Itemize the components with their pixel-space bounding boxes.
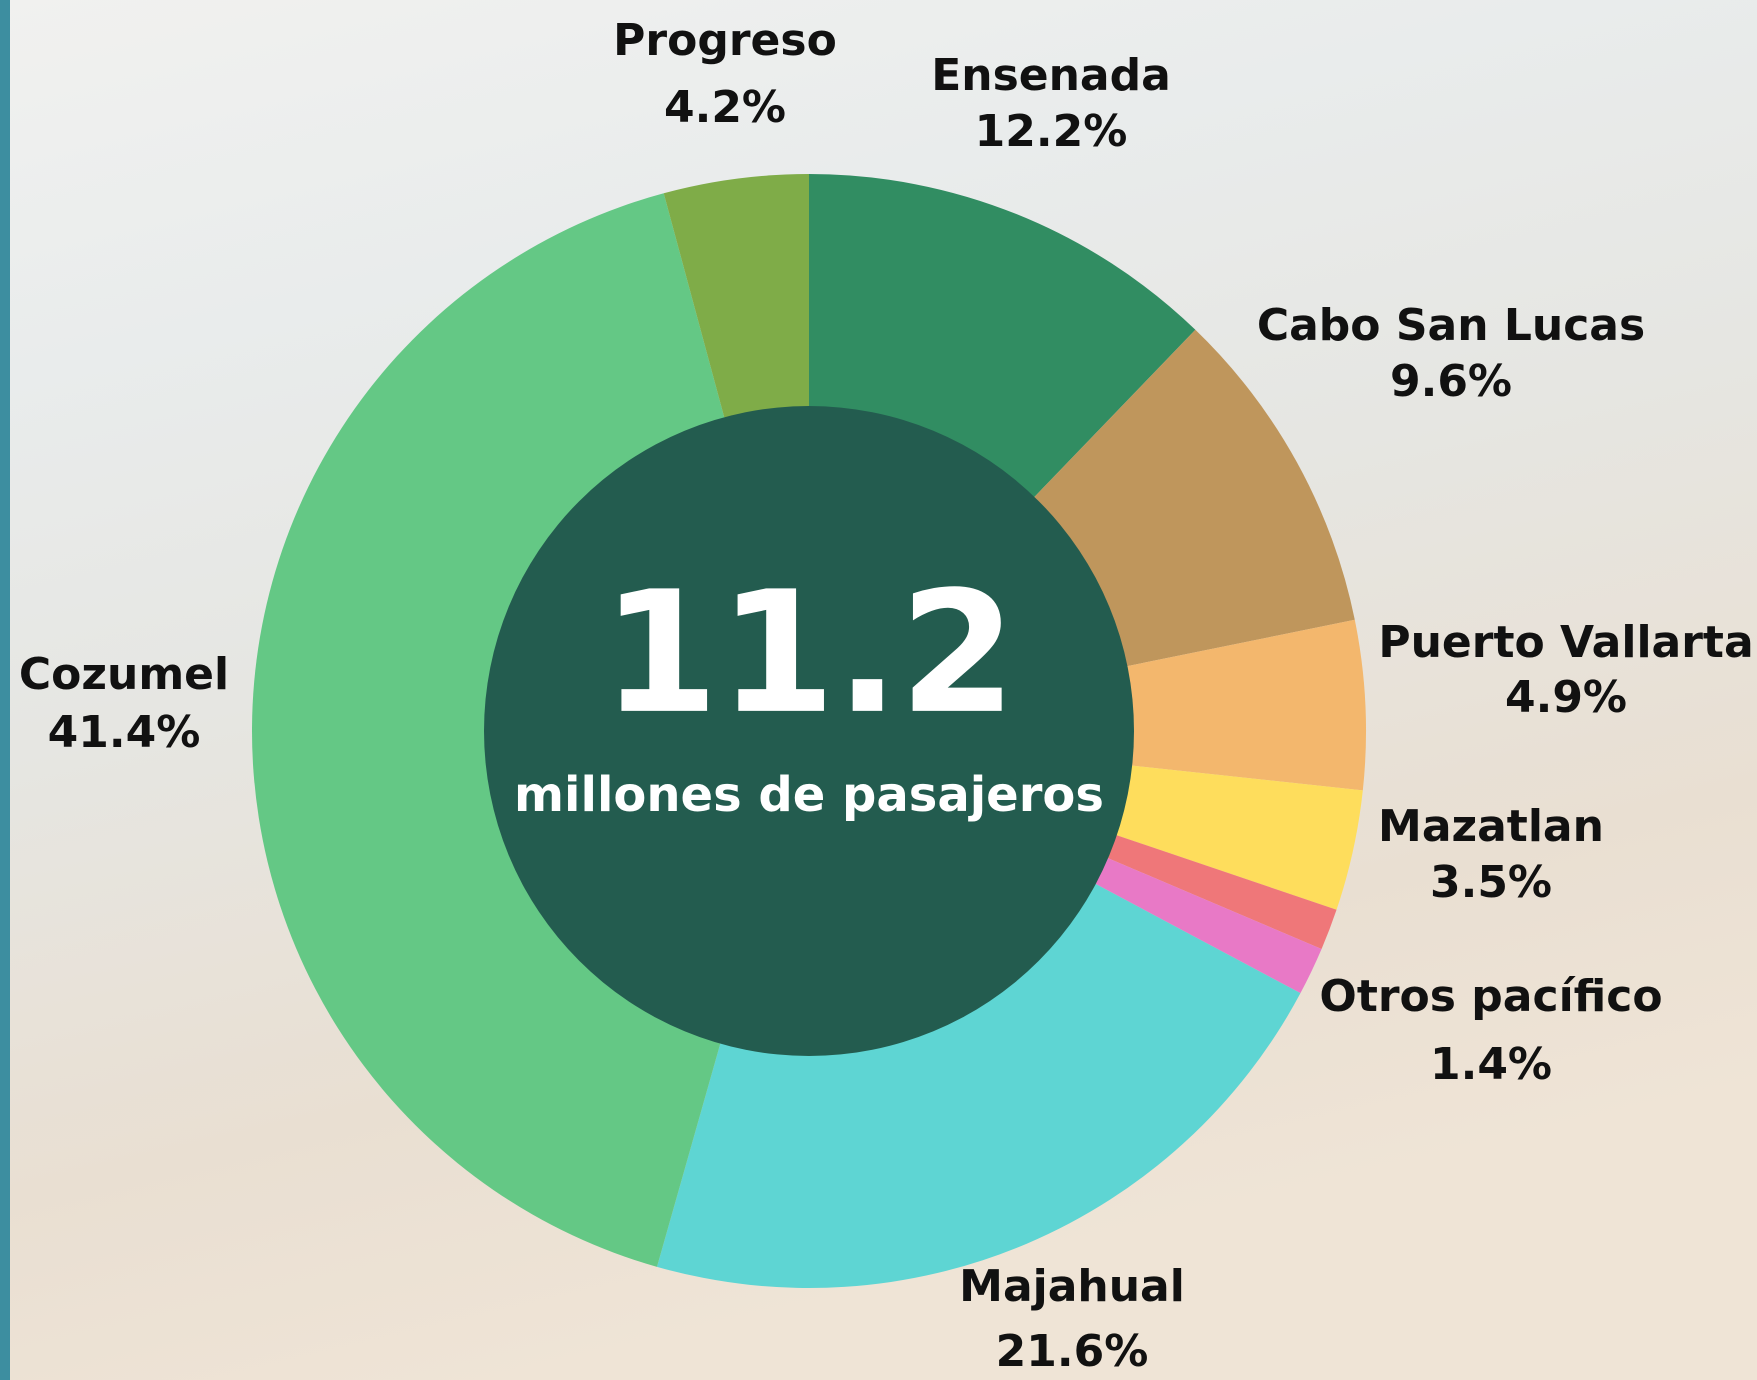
slice-name: Majahual — [959, 1261, 1185, 1312]
slice-name: Mazatlan — [1378, 801, 1604, 852]
photo-edge — [0, 0, 10, 1380]
slice-name: Puerto Vallarta — [1378, 617, 1753, 668]
slice-value-label: 41.4% — [48, 707, 201, 758]
center-value: 11.2 — [602, 555, 1017, 751]
slice-name: Cabo San Lucas — [1257, 300, 1645, 351]
slice-name: Ensenada — [931, 50, 1171, 101]
donut-center — [484, 406, 1134, 1056]
slice-value-label: 1.4% — [1430, 1039, 1552, 1090]
slice-value-label: 4.9% — [1505, 672, 1627, 723]
slice-name: Cozumel — [19, 649, 229, 700]
slice-value-label: 4.2% — [664, 82, 786, 133]
slice-value-label: 9.6% — [1390, 356, 1512, 407]
slice-value-label: 21.6% — [996, 1326, 1149, 1377]
slice-name: Otros pacífico — [1319, 971, 1662, 1022]
slice-name: Progreso — [613, 15, 837, 66]
slice-value-label: 3.5% — [1430, 857, 1552, 908]
center-label: millones de pasajeros — [514, 767, 1104, 823]
slice-value-label: 12.2% — [975, 106, 1128, 157]
